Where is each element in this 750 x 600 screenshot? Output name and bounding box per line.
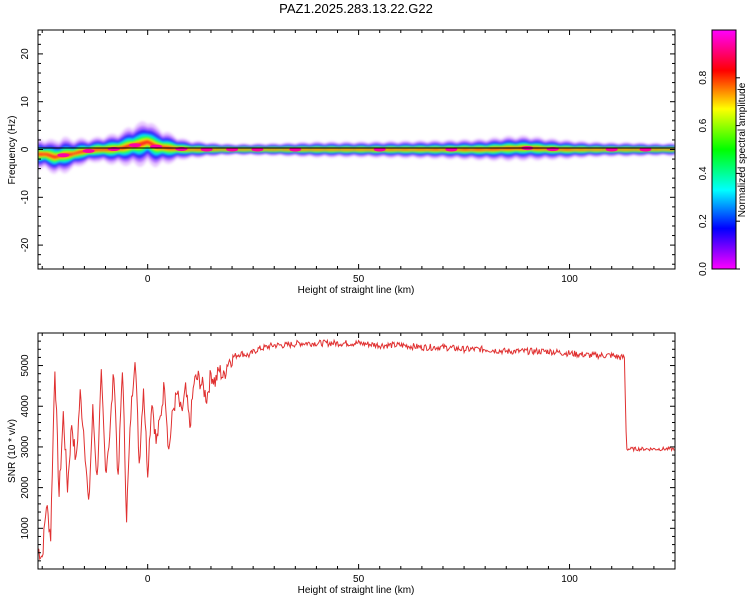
spectrogram-xtick-label-50: 50 bbox=[353, 274, 365, 285]
spectrogram-xlabel: Height of straight line (km) bbox=[298, 285, 415, 296]
colorbar: 0.0 0.2 0.4 0.6 0.8 Normalized spectral ampl… bbox=[698, 29, 748, 276]
snr-ytick-label-4000: 4000 bbox=[20, 395, 31, 418]
spectrogram-ytick-label--10: -10 bbox=[20, 190, 31, 205]
snr-xtick-label-100: 100 bbox=[561, 574, 578, 585]
snr-ytick-label-1000: 1000 bbox=[20, 517, 31, 540]
colorbar-tick-label-0.6: 0.6 bbox=[698, 118, 709, 132]
spectrogram-hotspot-3 bbox=[129, 143, 141, 148]
colorbar-ticks: 0.0 0.2 0.4 0.6 0.8 bbox=[698, 70, 740, 276]
spectrogram-hotspot-0 bbox=[57, 153, 70, 158]
spectrogram-ytick-label-20: 20 bbox=[20, 48, 31, 60]
snr-frame bbox=[37, 332, 676, 570]
snr-xtick-label-0: 0 bbox=[145, 574, 151, 585]
spectrogram-frame bbox=[37, 29, 676, 270]
spectrogram-band-red bbox=[38, 140, 675, 159]
colorbar-gradient bbox=[711, 29, 737, 270]
colorbar-tick-label-0.0: 0.0 bbox=[698, 262, 709, 276]
snr-marks bbox=[38, 338, 675, 561]
snr-ylabel: SNR (10 * v/v) bbox=[7, 419, 18, 483]
colorbar-tick-label-0.2: 0.2 bbox=[698, 214, 709, 228]
colorbar-tick-label-0.4: 0.4 bbox=[698, 166, 709, 180]
snr-ytick-label-5000: 5000 bbox=[20, 354, 31, 377]
snr-panel: 0 50 100 1000 2000 3000 4000 5000 Height of str… bbox=[7, 332, 676, 596]
snr-ytick-label-2000: 2000 bbox=[20, 476, 31, 499]
figure-title: PAZ1.2025.283.13.22.G22 bbox=[279, 1, 433, 16]
colorbar-label: Normalized spectral amplitude bbox=[737, 82, 748, 217]
snr-xtick-label-50: 50 bbox=[353, 574, 365, 585]
snr-plot-area bbox=[38, 333, 675, 569]
spectrogram-ytick-label-0: 0 bbox=[20, 146, 31, 152]
spectrogram-ylabel: Frequency (Hz) bbox=[7, 116, 18, 185]
spectrogram-ytick-label-10: 10 bbox=[20, 96, 31, 108]
spectrogram-xtick-label-0: 0 bbox=[145, 274, 151, 285]
spectrogram-xtick-label-100: 100 bbox=[561, 274, 578, 285]
spectrogram-panel: 0 50 100 -20 -10 0 10 20 Height of straight lin… bbox=[7, 29, 676, 296]
snr-xlabel: Height of straight line (km) bbox=[298, 585, 415, 596]
colorbar-tick-label-0.8: 0.8 bbox=[698, 70, 709, 84]
snr-series-line-0 bbox=[38, 338, 675, 561]
spectrogram-ytick-label--20: -20 bbox=[20, 237, 31, 252]
spectrogram-hotspot-1 bbox=[82, 148, 95, 153]
snr-ytick-label-3000: 3000 bbox=[20, 435, 31, 458]
